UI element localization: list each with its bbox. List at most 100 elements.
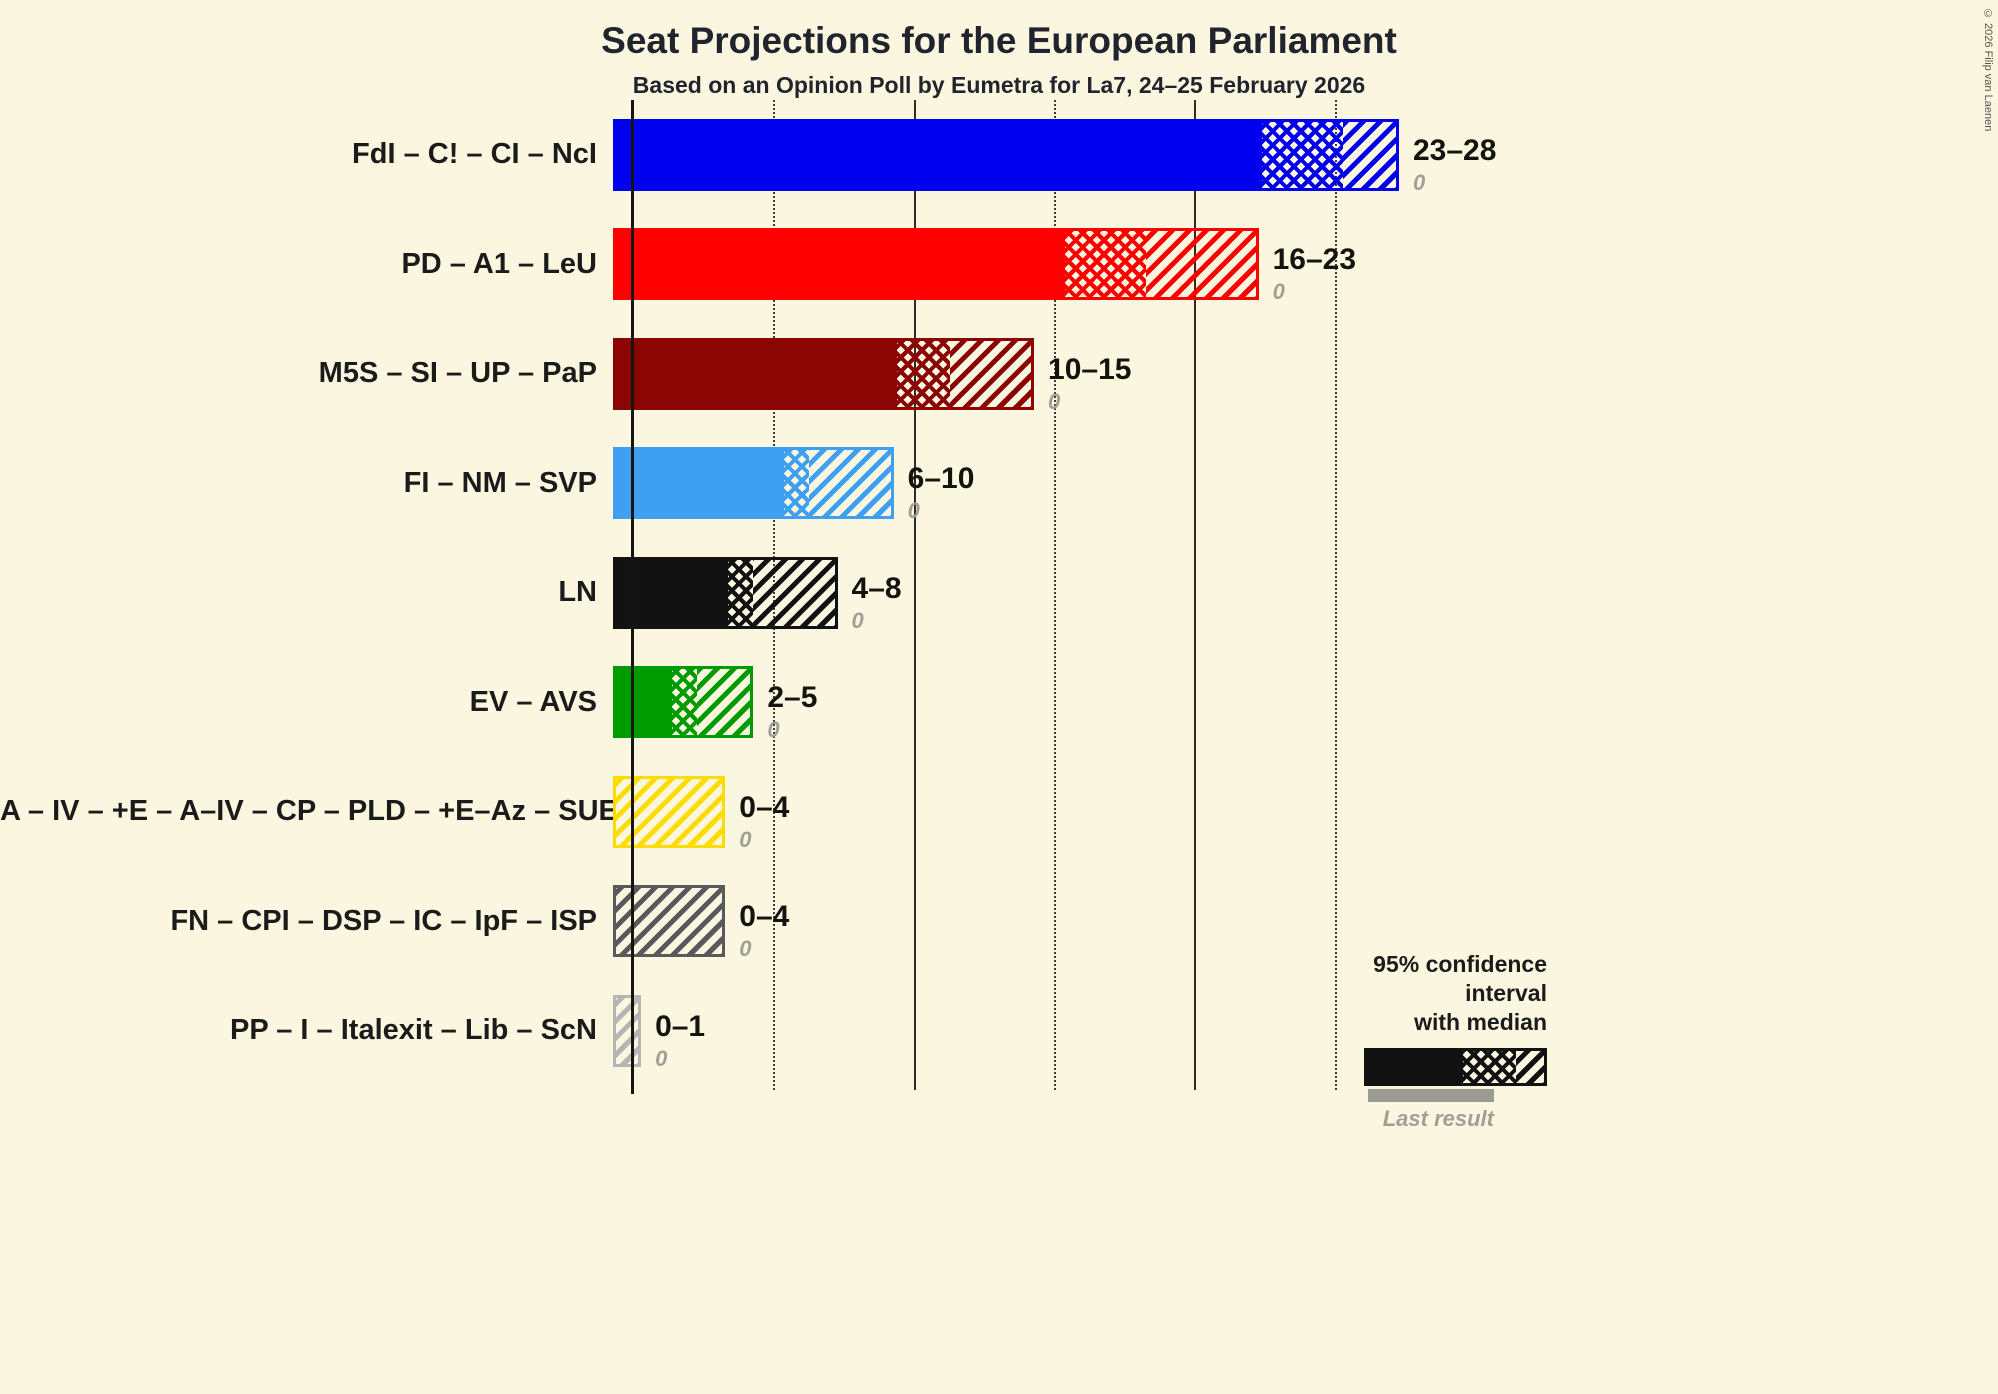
bar-crosshatch-segment [1062, 228, 1147, 301]
chart-row: LN 4–8 0 [0, 538, 1998, 648]
bar-confidence-interval [669, 666, 754, 739]
seat-range-label: 16–23 [1272, 243, 1357, 277]
seat-range-label: 0–4 [739, 790, 790, 824]
bar-solid-segment [613, 447, 782, 520]
bar-confidence-interval [613, 994, 642, 1067]
bar-crosshatch-segment [781, 447, 810, 520]
bar-value-block: 10–15 0 [1048, 348, 1131, 420]
seat-range-label: 4–8 [851, 571, 902, 605]
bar-area: 10–15 0 [613, 337, 1998, 414]
bar-confidence-interval [1062, 228, 1259, 301]
bar-area: 0–4 0 [613, 775, 1998, 852]
legend-ci-line1: 95% confidence interval [1373, 951, 1547, 1006]
bar-crosshatch-segment [893, 337, 950, 410]
bar-area: 16–23 0 [613, 228, 1998, 304]
party-label: FI – NM – SVP [403, 466, 597, 499]
bar-value-block: 16–23 0 [1273, 238, 1356, 310]
chart-row: PP – I – Italexit – Lib – ScN 0–1 0 [0, 976, 1998, 1086]
seat-range-label: 10–15 [1048, 352, 1132, 386]
bar-rows: FdI – C! – CI – NcI 23–28 0 PD – A1 – Le… [0, 100, 1998, 1086]
chart-title: Seat Projections for the European Parlia… [601, 20, 1397, 61]
bar-crosshatch-segment [1258, 118, 1343, 191]
copyright-note: © 2026 Filip van Laenen [1982, 8, 1994, 132]
bar-diagonal-segment [809, 447, 894, 520]
last-result-value: 0 [1412, 169, 1426, 195]
legend-last-result-label: Last result [1382, 1106, 1494, 1132]
last-result-value: 0 [767, 717, 780, 743]
bar-confidence-interval [613, 885, 726, 958]
chart-subtitle: Based on an Opinion Poll by Eumetra for … [632, 72, 1366, 98]
bar-value-block: 0–4 0 [739, 786, 789, 858]
gridline-20 [1194, 100, 1197, 1090]
bar-value-block: 0–1 0 [655, 1005, 705, 1077]
seat-range-label: 6–10 [907, 462, 975, 496]
y-axis-line [631, 100, 634, 1094]
legend-solid-segment [1364, 1048, 1460, 1087]
chart-row: FN – CPI – DSP – IC – IpF – ISP 0–4 0 [0, 867, 1998, 977]
bar-diagonal-segment [949, 337, 1035, 410]
seat-range-label: 23–28 [1412, 133, 1497, 167]
seat-range-label: 2–5 [767, 681, 818, 715]
seat-range-label: 0–4 [739, 900, 790, 934]
bar-confidence-interval [725, 556, 838, 629]
bar-solid-segment [613, 666, 670, 739]
bar-confidence-interval [1258, 118, 1399, 191]
gridline-25 [1334, 100, 1337, 1090]
bar-diagonal-segment [1146, 228, 1259, 301]
seat-range-label: 0–1 [655, 1009, 706, 1043]
bar-value-block: 0–4 0 [739, 895, 789, 967]
party-label: FN – CPI – DSP – IC – IpF – ISP [170, 904, 597, 937]
party-label: EV – AVS [469, 685, 597, 718]
gridline-15 [1054, 100, 1057, 1090]
bar-diagonal-segment [697, 666, 754, 739]
bar-crosshatch-segment [669, 666, 698, 739]
bar-confidence-interval [613, 775, 726, 848]
legend-last-result-bar [1368, 1089, 1494, 1103]
last-result-value: 0 [1048, 388, 1061, 414]
bar-solid-segment [613, 556, 726, 629]
bar-value-block: 23–28 0 [1413, 129, 1496, 201]
bar-diagonal-segment [613, 885, 726, 958]
party-label: LN [558, 576, 597, 609]
chart-row: A – IV – +E – A–IV – CP – PLD – +E–Az – … [0, 757, 1998, 867]
legend-diagonal-segment [1516, 1048, 1547, 1087]
legend-sample-bar [1364, 1048, 1547, 1087]
bar-diagonal-segment [613, 994, 642, 1067]
legend: 95% confidence interval with median Last… [1302, 950, 1547, 1132]
bar-solid-segment [613, 337, 894, 410]
last-result-value: 0 [1272, 279, 1285, 305]
chart-row: EV – AVS 2–5 0 [0, 648, 1998, 758]
bar-diagonal-segment [613, 775, 726, 848]
last-result-value: 0 [739, 936, 752, 962]
chart-row: FI – NM – SVP 6–10 0 [0, 429, 1998, 539]
party-label: PP – I – Italexit – Lib – ScN [230, 1014, 597, 1047]
legend-ci-segment [1460, 1048, 1547, 1087]
bar-crosshatch-segment [725, 556, 754, 629]
bar-value-block: 4–8 0 [852, 567, 902, 639]
bar-confidence-interval [893, 337, 1035, 410]
party-label: FdI – C! – CI – NcI [352, 138, 597, 171]
chart-row: M5S – SI – UP – PaP 10–15 0 [0, 319, 1998, 429]
legend-crosshatch-segment [1460, 1048, 1516, 1087]
bar-area: 2–5 0 [613, 666, 1998, 742]
bar-value-block: 6–10 0 [908, 457, 975, 529]
chart-row: FdI – C! – CI – NcI 23–28 0 [0, 100, 1998, 210]
last-result-value: 0 [851, 607, 864, 633]
bar-solid-segment [613, 118, 1259, 191]
bar-area: 0–4 0 [613, 885, 1998, 961]
last-result-value: 0 [655, 1045, 668, 1071]
party-label: A – IV – +E – A–IV – CP – PLD – +E–Az – … [0, 795, 618, 828]
bar-area: 23–28 0 [613, 118, 1998, 195]
chart-row: PD – A1 – LeU 16–23 0 [0, 210, 1998, 320]
bar-value-block: 2–5 0 [767, 676, 817, 748]
last-result-value: 0 [739, 826, 752, 852]
legend-title: 95% confidence interval with median [1302, 950, 1547, 1036]
party-label: M5S – SI – UP – PaP [318, 357, 597, 390]
gridline-10 [913, 100, 916, 1090]
last-result-value: 0 [907, 498, 920, 524]
bar-area: 4–8 0 [613, 556, 1998, 633]
party-label: PD – A1 – LeU [401, 247, 597, 280]
bar-diagonal-segment [753, 556, 838, 629]
bar-confidence-interval [781, 447, 894, 520]
bar-solid-segment [613, 228, 1063, 301]
